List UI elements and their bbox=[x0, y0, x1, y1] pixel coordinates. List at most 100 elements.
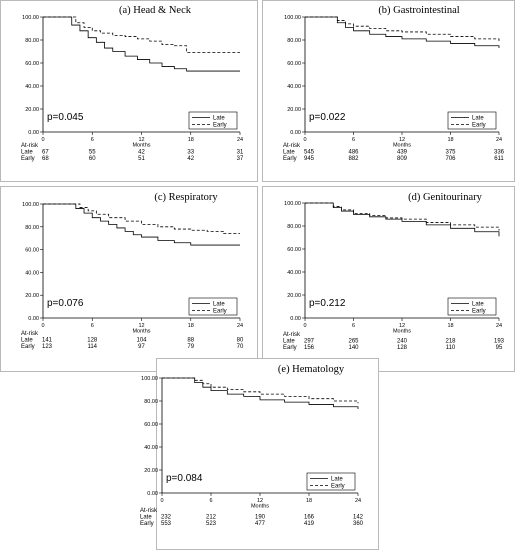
y-tick-label: 100.00 bbox=[22, 202, 39, 208]
at-risk-value: 31 bbox=[237, 150, 244, 156]
series-line-early bbox=[305, 202, 500, 231]
y-tick-label: 40.00 bbox=[144, 445, 158, 451]
y-tick-label: 40.00 bbox=[25, 84, 39, 90]
x-tick-label: 24 bbox=[496, 323, 502, 329]
series-line-late bbox=[43, 203, 240, 246]
at-risk-value: 128 bbox=[397, 345, 408, 351]
legend-label: Late bbox=[213, 302, 225, 308]
at-risk-value: 140 bbox=[348, 345, 359, 351]
series-line-late bbox=[305, 16, 500, 49]
x-tick-label: 24 bbox=[355, 498, 361, 504]
y-tick-label: 60.00 bbox=[25, 248, 39, 254]
legend-label: Late bbox=[331, 477, 343, 483]
at-risk-value: 553 bbox=[161, 521, 172, 527]
p-value: p=0.022 bbox=[309, 112, 346, 123]
legend-label: Late bbox=[472, 302, 484, 308]
at-risk-value: 95 bbox=[496, 345, 503, 351]
at-risk-header: At-risk bbox=[21, 143, 39, 149]
x-tick-label: 12 bbox=[138, 137, 144, 143]
at-risk-row-label: Late bbox=[21, 150, 33, 156]
x-tick-label: 18 bbox=[447, 323, 453, 329]
at-risk-row-label: Late bbox=[283, 150, 295, 156]
p-value: p=0.084 bbox=[166, 473, 203, 484]
at-risk-value: 42 bbox=[187, 156, 194, 162]
x-tick-label: 0 bbox=[303, 137, 306, 143]
y-tick-label: 0.00 bbox=[290, 130, 301, 136]
series-line-late bbox=[43, 16, 240, 72]
y-tick-label: 0.00 bbox=[147, 491, 158, 497]
at-risk-value: 123 bbox=[42, 344, 53, 350]
x-tick-label: 12 bbox=[138, 323, 144, 329]
p-value: p=0.045 bbox=[47, 112, 84, 123]
panel-2: 0.00 20.00 40.00 60.00 80.00 100.00 0 6 12 18 24 Mo… bbox=[262, 0, 515, 182]
series-line-late bbox=[162, 377, 359, 410]
at-risk-header: At-risk bbox=[140, 508, 158, 514]
panel-frame bbox=[0, 186, 258, 372]
at-risk-row-label: Early bbox=[283, 156, 297, 162]
panel-title: (e) Hematology bbox=[278, 364, 345, 375]
y-tick-label: 100.00 bbox=[141, 376, 158, 382]
y-tick-label: 20.00 bbox=[144, 468, 158, 474]
at-risk-value: 80 bbox=[237, 338, 244, 344]
at-risk-row-label: Early bbox=[140, 521, 154, 527]
at-risk-value: 945 bbox=[304, 156, 315, 162]
at-risk-value: 51 bbox=[138, 156, 145, 162]
at-risk-row-label: Early bbox=[21, 344, 35, 350]
x-axis-label: Months bbox=[132, 329, 150, 335]
at-risk-row-label: Late bbox=[140, 515, 152, 521]
x-tick-label: 6 bbox=[91, 323, 94, 329]
x-axis-label: Months bbox=[393, 143, 411, 149]
at-risk-value: 809 bbox=[397, 156, 408, 162]
at-risk-value: 193 bbox=[494, 339, 505, 345]
x-tick-label: 6 bbox=[352, 137, 355, 143]
y-tick-label: 20.00 bbox=[287, 107, 301, 113]
y-tick-label: 0.00 bbox=[28, 316, 39, 322]
at-risk-value: 55 bbox=[89, 150, 96, 156]
legend-box bbox=[306, 472, 356, 491]
x-tick-label: 18 bbox=[188, 323, 194, 329]
at-risk-value: 477 bbox=[255, 521, 266, 527]
at-risk-value: 882 bbox=[348, 156, 359, 162]
legend-label: Early bbox=[472, 123, 486, 129]
panel-title: (a) Head & Neck bbox=[119, 5, 192, 16]
panel-title: (c) Respiratory bbox=[154, 192, 218, 203]
x-tick-label: 6 bbox=[352, 323, 355, 329]
y-tick-label: 80.00 bbox=[144, 399, 158, 405]
at-risk-value: 232 bbox=[161, 515, 172, 521]
y-tick-label: 40.00 bbox=[287, 270, 301, 276]
at-risk-value: 545 bbox=[304, 150, 315, 156]
at-risk-value: 336 bbox=[494, 150, 505, 156]
y-tick-label: 80.00 bbox=[25, 38, 39, 44]
x-tick-label: 0 bbox=[41, 137, 44, 143]
panel-1: 0.00 20.00 40.00 60.00 80.00 100.00 0 6 12 18 24 Mo… bbox=[0, 0, 258, 182]
y-tick-label: 0.00 bbox=[290, 316, 301, 322]
at-risk-value: 97 bbox=[138, 344, 145, 350]
at-risk-value: 190 bbox=[255, 515, 266, 521]
at-risk-value: 60 bbox=[89, 156, 96, 162]
legend-box bbox=[447, 111, 497, 130]
y-tick-label: 80.00 bbox=[287, 224, 301, 230]
y-tick-label: 20.00 bbox=[25, 293, 39, 299]
panel-title: (b) Gastrointestinal bbox=[378, 5, 459, 16]
y-tick-label: 80.00 bbox=[287, 38, 301, 44]
y-tick-label: 100.00 bbox=[284, 201, 301, 207]
y-tick-label: 20.00 bbox=[25, 107, 39, 113]
at-risk-value: 439 bbox=[397, 150, 408, 156]
at-risk-value: 611 bbox=[494, 156, 504, 162]
x-axis-label: Months bbox=[251, 504, 269, 510]
at-risk-value: 706 bbox=[445, 156, 456, 162]
x-axis-label: Months bbox=[393, 329, 411, 335]
panel-frame bbox=[156, 358, 379, 550]
at-risk-header: At-risk bbox=[21, 331, 39, 337]
at-risk-value: 142 bbox=[353, 515, 364, 521]
legend-label: Early bbox=[331, 484, 345, 490]
x-tick-label: 18 bbox=[188, 137, 194, 143]
at-risk-value: 70 bbox=[237, 344, 244, 350]
at-risk-row-label: Early bbox=[283, 345, 297, 351]
at-risk-row-label: Late bbox=[283, 339, 295, 345]
x-tick-label: 6 bbox=[209, 498, 212, 504]
series-line-early bbox=[43, 16, 240, 54]
y-tick-label: 100.00 bbox=[22, 15, 39, 21]
